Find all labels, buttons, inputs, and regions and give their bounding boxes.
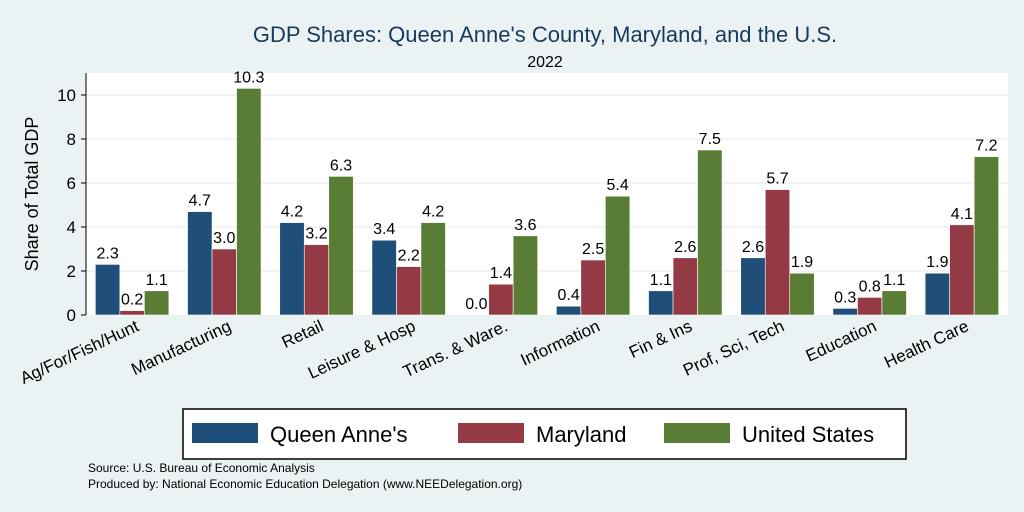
bar	[949, 224, 975, 316]
bar	[832, 308, 858, 316]
value-label: 3.2	[305, 226, 327, 243]
bar	[211, 248, 237, 316]
bar	[857, 297, 883, 316]
value-label: 2.6	[742, 239, 764, 256]
chart-subtitle: 2022	[527, 54, 563, 71]
value-label: 4.2	[422, 204, 444, 221]
bars	[95, 88, 999, 316]
y-axis-title: Share of Total GDP	[22, 117, 42, 272]
bar	[740, 257, 766, 316]
legend-swatch	[192, 423, 258, 443]
bar	[605, 195, 631, 316]
value-label: 0.3	[834, 289, 856, 306]
value-labels: 2.30.21.14.73.010.34.23.26.33.42.24.20.0…	[96, 69, 997, 313]
bar	[512, 235, 538, 316]
chart-title: GDP Shares: Queen Anne's County, Marylan…	[253, 22, 837, 47]
legend-swatch	[664, 423, 730, 443]
y-tick-label: 0	[67, 306, 76, 325]
value-label: 1.9	[791, 254, 813, 271]
produced-by-note: Produced by: National Economic Education…	[88, 477, 522, 491]
category-label: Fin & Ins	[626, 316, 695, 362]
bar	[924, 272, 950, 316]
category-label: Prof, Sci, Tech	[680, 316, 787, 379]
value-label: 2.2	[398, 248, 420, 265]
category-label: Information	[518, 316, 603, 369]
category-label: Manufacturing	[128, 316, 234, 379]
bar	[279, 222, 305, 316]
bar	[697, 149, 723, 316]
legend-swatch	[458, 423, 524, 443]
value-label: 2.6	[674, 239, 696, 256]
value-label: 6.3	[330, 157, 352, 174]
value-label: 1.9	[926, 254, 948, 271]
value-label: 3.0	[213, 230, 235, 247]
y-tick-label: 6	[67, 174, 76, 193]
y-tick-label: 4	[67, 218, 76, 237]
value-label: 1.1	[650, 272, 672, 289]
source-note: Source: U.S. Bureau of Economic Analysis	[88, 461, 315, 475]
value-label: 5.4	[606, 177, 628, 194]
value-label: 1.4	[490, 265, 512, 282]
value-label: 4.2	[281, 204, 303, 221]
bar	[303, 244, 330, 316]
bar	[580, 259, 606, 316]
value-label: 10.3	[233, 69, 264, 86]
bar	[328, 176, 354, 316]
y-axis: 0 2 4 6 8 10	[57, 73, 87, 325]
legend-box	[182, 408, 907, 460]
y-tick-label: 2	[67, 262, 76, 281]
value-label: 0.4	[557, 287, 579, 304]
value-label: 3.4	[373, 221, 395, 238]
y-tick-label: 10	[57, 86, 76, 105]
bar	[648, 290, 674, 316]
value-label: 0.8	[859, 278, 881, 295]
bar	[556, 305, 582, 316]
bar	[396, 266, 422, 316]
category-label: Ag/For/Fish/Hunt	[17, 316, 142, 388]
bar	[973, 156, 999, 316]
value-label: 4.7	[189, 193, 211, 210]
bar	[144, 290, 170, 316]
category-label: Trans. & Ware.	[400, 316, 510, 381]
bar	[236, 88, 262, 316]
bar	[881, 290, 907, 316]
bar	[187, 211, 213, 316]
value-label: 3.6	[514, 217, 536, 234]
value-label: 7.5	[699, 131, 721, 148]
bar	[371, 239, 397, 316]
legend-label: Maryland	[536, 422, 626, 447]
category-label: Retail	[279, 316, 326, 352]
bar	[764, 189, 791, 316]
bar	[488, 283, 514, 316]
value-label: 1.1	[883, 272, 905, 289]
value-label: 0.2	[121, 292, 143, 309]
value-label: 7.2	[975, 138, 997, 155]
bar	[672, 257, 698, 316]
value-label: 0.0	[465, 296, 487, 313]
value-label: 1.1	[145, 272, 167, 289]
bar	[789, 272, 815, 316]
bar	[95, 264, 121, 316]
category-label: Health Care	[881, 316, 971, 372]
legend-label: United States	[742, 422, 874, 447]
category-label: Education	[803, 316, 880, 365]
legend: Queen Anne's Maryland United States	[182, 408, 907, 460]
value-label: 2.5	[582, 241, 604, 258]
y-tick-label: 8	[67, 130, 76, 149]
bar	[119, 310, 145, 316]
value-label: 5.7	[766, 171, 788, 188]
legend-label: Queen Anne's	[270, 422, 408, 447]
value-label: 2.3	[96, 245, 118, 262]
value-label: 4.1	[951, 206, 973, 223]
bar	[420, 222, 446, 316]
